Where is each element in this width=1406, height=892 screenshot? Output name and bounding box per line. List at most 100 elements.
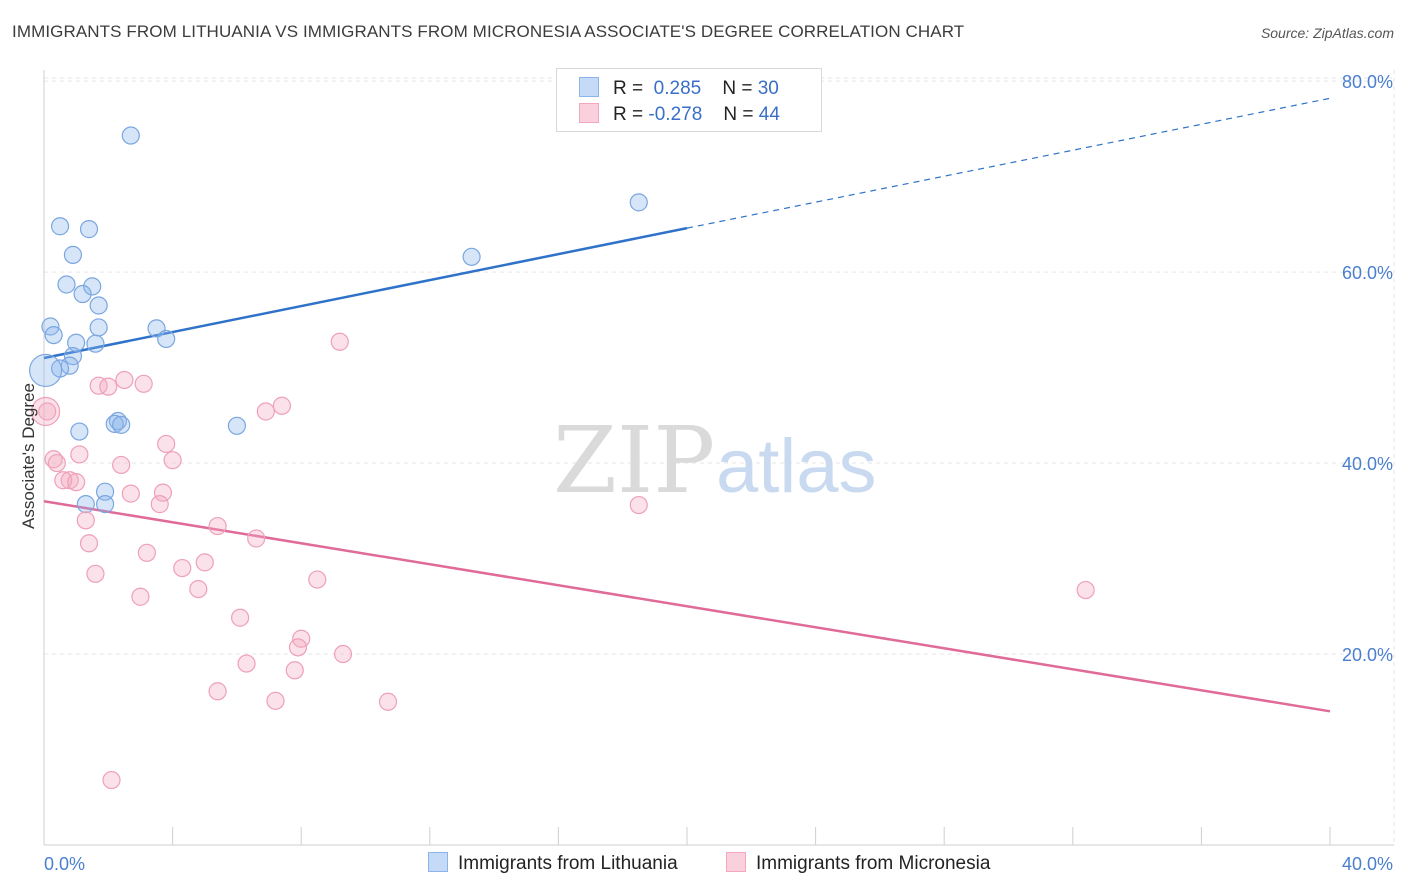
micronesia-point: [237, 654, 256, 673]
lithuania-point: [89, 296, 108, 315]
lithuania-point: [73, 284, 92, 304]
micronesia-point: [173, 558, 192, 578]
micronesia-trend-line: [43, 500, 1331, 713]
micronesia-point: [134, 374, 153, 393]
source-credit: Source: ZipAtlas.com: [1260, 25, 1394, 41]
lithuania-point: [462, 247, 481, 266]
lithuania-point: [44, 325, 63, 345]
legend-n-value: 30: [757, 78, 779, 99]
micronesia-point: [330, 332, 349, 351]
lithuania-swatch: [579, 77, 599, 97]
trend-lines: [43, 97, 1331, 713]
micronesia-point: [208, 516, 227, 536]
watermark: ZIP atlas: [553, 407, 877, 514]
micronesia-point: [150, 495, 169, 514]
micronesia-point: [38, 402, 57, 421]
micronesia-point: [99, 377, 118, 396]
micronesia-point: [60, 471, 79, 490]
micronesia-point: [231, 608, 250, 627]
lithuania-point: [50, 217, 70, 236]
lithuania-legend-swatch: [428, 852, 448, 872]
micronesia-point: [333, 644, 353, 664]
lithuania-point: [629, 193, 648, 212]
chart-title: IMMIGRANTS FROM LITHUANIA VS IMMIGRANTS …: [12, 22, 965, 41]
micronesia-point: [288, 638, 308, 657]
micronesia-point: [285, 661, 304, 680]
lithuania-point: [63, 245, 83, 264]
lithuania-point: [89, 318, 108, 337]
micronesia-point: [256, 402, 275, 421]
y-tick-label: 80.0%: [1342, 72, 1393, 92]
lithuania-point-large: [29, 353, 63, 388]
micronesia-point: [131, 587, 150, 606]
lithuania-point: [83, 277, 102, 296]
lithuania-point: [112, 415, 131, 434]
micronesia-point: [121, 484, 140, 503]
x-tick-label: 0.0%: [44, 854, 85, 874]
legend-r-value: 0.285: [653, 78, 702, 99]
y-tick-label: 40.0%: [1342, 454, 1393, 474]
lithuania-point: [227, 416, 246, 435]
micronesia-point-large: [31, 396, 61, 427]
x-tick-label: 40.0%: [1342, 854, 1393, 874]
micronesia-point: [102, 770, 121, 790]
micronesia-point: [86, 564, 105, 583]
micronesia-point: [378, 692, 398, 711]
legend-n-label: N =: [722, 78, 753, 99]
micronesia-point: [1076, 580, 1095, 600]
micronesia-point: [115, 370, 134, 390]
legend-r-value: -0.278: [648, 104, 703, 125]
y-tick-labels: 20.0% 40.0% 60.0% 80.0%: [1342, 72, 1393, 665]
micronesia-legend-label: Immigrants from Micronesia: [756, 853, 991, 874]
micronesia-point: [79, 534, 99, 553]
micronesia-point: [157, 434, 176, 454]
micronesia-swatch: [579, 103, 599, 123]
legend-r-label: R =: [613, 104, 644, 125]
lithuania-point: [121, 126, 140, 145]
legend-row-micronesia: R = -0.278 N = 44: [579, 103, 780, 125]
lithuania-point: [79, 220, 99, 239]
micronesia-point: [189, 579, 208, 599]
y-tick-label: 20.0%: [1342, 645, 1393, 665]
x-tick-labels: 0.0% 40.0%: [44, 854, 1393, 874]
micronesia-point: [266, 691, 285, 710]
micronesia-point: [89, 376, 108, 395]
lithuania-legend-label: Immigrants from Lithuania: [458, 853, 678, 874]
micronesia-point: [47, 453, 66, 473]
micronesia-point: [112, 455, 131, 475]
micronesia-point: [76, 511, 95, 530]
lithuania-point: [57, 275, 76, 294]
y-axis-label: Associate's Degree: [19, 383, 38, 529]
lithuania-point: [95, 482, 115, 501]
lithuania-point: [86, 334, 105, 353]
micronesia-point: [153, 483, 173, 502]
legend-n-label: N =: [723, 104, 754, 125]
axes: [43, 70, 1394, 846]
legend-n-value: 44: [758, 104, 780, 125]
lithuania-point: [76, 495, 95, 514]
lithuania-point: [70, 422, 89, 441]
bottom-legend-micronesia: Immigrants from Micronesia: [726, 852, 990, 875]
lithuania-point: [63, 347, 83, 366]
watermark-atlas: atlas: [716, 424, 877, 509]
lithuania-point: [105, 414, 124, 433]
micronesia-point: [70, 445, 89, 464]
micronesia-point: [195, 553, 214, 572]
micronesia-legend-swatch: [726, 852, 746, 872]
micronesia-point: [247, 529, 266, 548]
y-tick-label: 60.0%: [1342, 263, 1393, 283]
micronesia-point: [629, 495, 648, 515]
correlation-legend: R = 0.285 N = 30 R = -0.278 N = 44: [556, 68, 822, 132]
watermark-zip: ZIP: [553, 407, 715, 514]
micronesia-point: [308, 570, 327, 589]
lithuania-trend-line: [43, 226, 688, 360]
micronesia-point: [272, 396, 292, 415]
micronesia-point: [67, 473, 86, 492]
legend-row-lithuania: R = 0.285 N = 30: [579, 77, 779, 99]
legend-r-label: R =: [613, 78, 644, 99]
bottom-legend-lithuania: Immigrants from Lithuania: [428, 852, 678, 875]
micronesia-point: [208, 682, 227, 701]
lithuania-point: [67, 333, 86, 352]
lithuania-point: [95, 495, 115, 514]
